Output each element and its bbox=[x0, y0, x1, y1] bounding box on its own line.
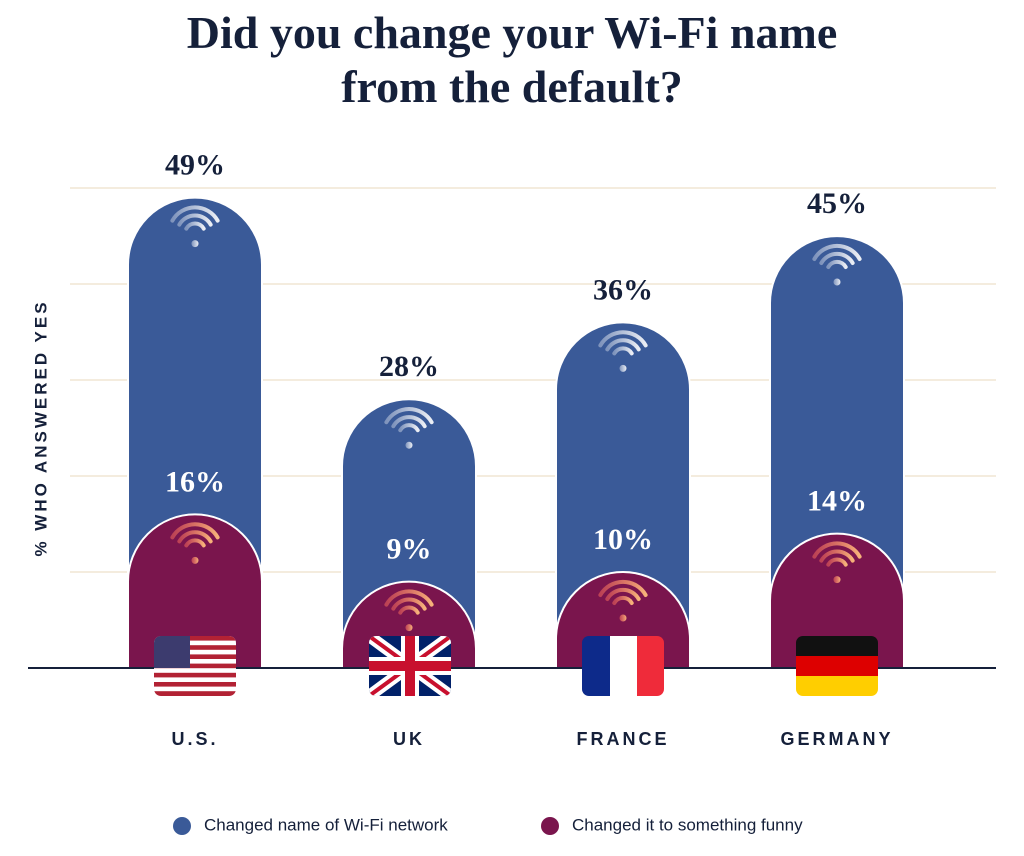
flags bbox=[154, 636, 878, 696]
x-tick-label: U.S. bbox=[171, 729, 218, 749]
value-label: 16% bbox=[165, 465, 225, 498]
flag-france bbox=[582, 636, 664, 696]
value-label: 14% bbox=[807, 484, 867, 517]
wifi-arc bbox=[598, 579, 648, 597]
value-label: 28% bbox=[379, 350, 439, 383]
wifi-dot bbox=[619, 364, 627, 372]
wifi-arc bbox=[184, 221, 206, 231]
legend-label: Changed name of Wi-Fi network bbox=[204, 815, 448, 834]
wifi-arc bbox=[398, 605, 420, 615]
legend-marker bbox=[541, 817, 559, 835]
value-label: 10% bbox=[593, 523, 653, 556]
wifi-dot bbox=[405, 441, 413, 449]
wifi-arc bbox=[184, 538, 206, 548]
value-label: 45% bbox=[807, 187, 867, 220]
wifi-arc bbox=[612, 346, 634, 356]
wifi-arc bbox=[598, 330, 648, 348]
wifi-arc bbox=[612, 595, 634, 605]
y-axis-label: % WHO ANSWERED YES bbox=[31, 299, 50, 556]
legend-label: Changed it to something funny bbox=[572, 815, 803, 834]
wifi-arc bbox=[170, 205, 220, 223]
value-label: 49% bbox=[165, 148, 225, 181]
wifi-dot bbox=[833, 576, 841, 584]
value-label: 36% bbox=[593, 273, 653, 306]
x-tick-label: FRANCE bbox=[577, 729, 670, 749]
chart-title: Did you change your Wi-Fi name from the … bbox=[186, 7, 838, 112]
wifi-arc bbox=[826, 259, 848, 269]
value-label: 9% bbox=[387, 532, 432, 565]
wifi-arc bbox=[177, 530, 213, 544]
wifi-arc bbox=[605, 338, 641, 352]
wifi-dot bbox=[191, 240, 199, 248]
wifi-arc bbox=[384, 407, 434, 425]
wifi-dot bbox=[405, 624, 413, 632]
wifi-arc bbox=[826, 557, 848, 567]
wifi-arc bbox=[384, 589, 434, 607]
wifi-arc bbox=[391, 597, 427, 611]
flag-us bbox=[154, 636, 236, 696]
x-tick-label: UK bbox=[393, 729, 425, 749]
wifi-arc bbox=[812, 541, 862, 559]
flag-uk bbox=[369, 636, 451, 696]
bar bbox=[769, 532, 905, 669]
wifi-arc bbox=[170, 522, 220, 540]
wifi-arc bbox=[177, 213, 213, 227]
bar bbox=[127, 513, 263, 669]
wifi-arc bbox=[812, 243, 862, 261]
wifi-dot bbox=[833, 278, 841, 286]
wifi-arc bbox=[398, 423, 420, 433]
flag-germany bbox=[796, 636, 878, 696]
x-tick-label: GERMANY bbox=[780, 729, 893, 749]
wifi-dot bbox=[191, 556, 199, 564]
legend-marker bbox=[173, 817, 191, 835]
wifi-arc bbox=[391, 415, 427, 429]
wifi-arc bbox=[819, 549, 855, 563]
wifi-arc bbox=[605, 587, 641, 601]
wifi-arc bbox=[819, 251, 855, 265]
wifi-dot bbox=[619, 614, 627, 622]
